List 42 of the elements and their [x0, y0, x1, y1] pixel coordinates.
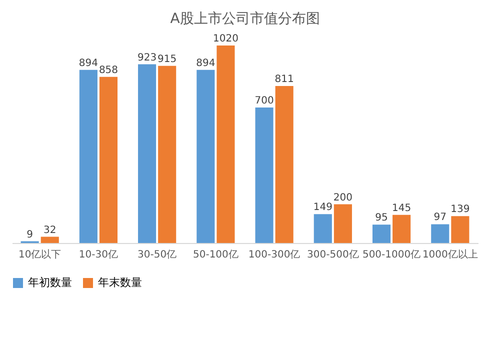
data-label: 145: [392, 202, 412, 214]
bar: [138, 64, 156, 243]
bar: [79, 70, 98, 243]
bar: [40, 236, 59, 243]
bar: [99, 76, 118, 243]
data-label: 97: [434, 212, 446, 224]
bar: [158, 66, 176, 243]
bar: [334, 204, 352, 243]
data-label: 858: [98, 64, 118, 76]
legend-label: 年末数量: [98, 276, 142, 289]
bar: [392, 214, 411, 243]
x-tick-label: 100-300亿: [248, 250, 300, 260]
data-label: 32: [44, 224, 56, 236]
data-label: 894: [196, 58, 216, 69]
bar: [275, 86, 294, 243]
data-label: 1020: [212, 33, 238, 44]
bar: [314, 214, 332, 243]
x-tick-label: 50-100亿: [192, 250, 238, 260]
x-tick-label: 10-30亿: [78, 250, 118, 260]
x-tick-label: 500-1000亿: [362, 250, 421, 260]
bar: [451, 216, 470, 243]
data-label: 700: [254, 95, 274, 106]
bar: [216, 45, 235, 243]
data-label: 923: [138, 52, 157, 64]
x-tick-label: 1000亿以上: [422, 248, 478, 260]
x-tick-label: 10亿以下: [18, 248, 62, 260]
x-tick-label: 300-500亿: [307, 250, 359, 260]
data-label: 915: [158, 54, 177, 65]
legend-label: 年初数量: [28, 276, 72, 289]
data-label: 894: [78, 58, 98, 69]
data-label: 149: [313, 202, 332, 214]
data-label: 200: [333, 192, 352, 204]
bar: [372, 224, 391, 243]
bar: [196, 70, 215, 243]
bar: [431, 224, 450, 243]
x-tick-label: 30-50亿: [138, 250, 177, 260]
data-label: 9: [26, 229, 34, 240]
data-label: 139: [450, 204, 470, 216]
data-label: 95: [375, 212, 388, 224]
bar: [255, 107, 274, 243]
chart-title: A股上市公司市值分布图: [170, 11, 320, 27]
data-label: 811: [274, 74, 294, 85]
